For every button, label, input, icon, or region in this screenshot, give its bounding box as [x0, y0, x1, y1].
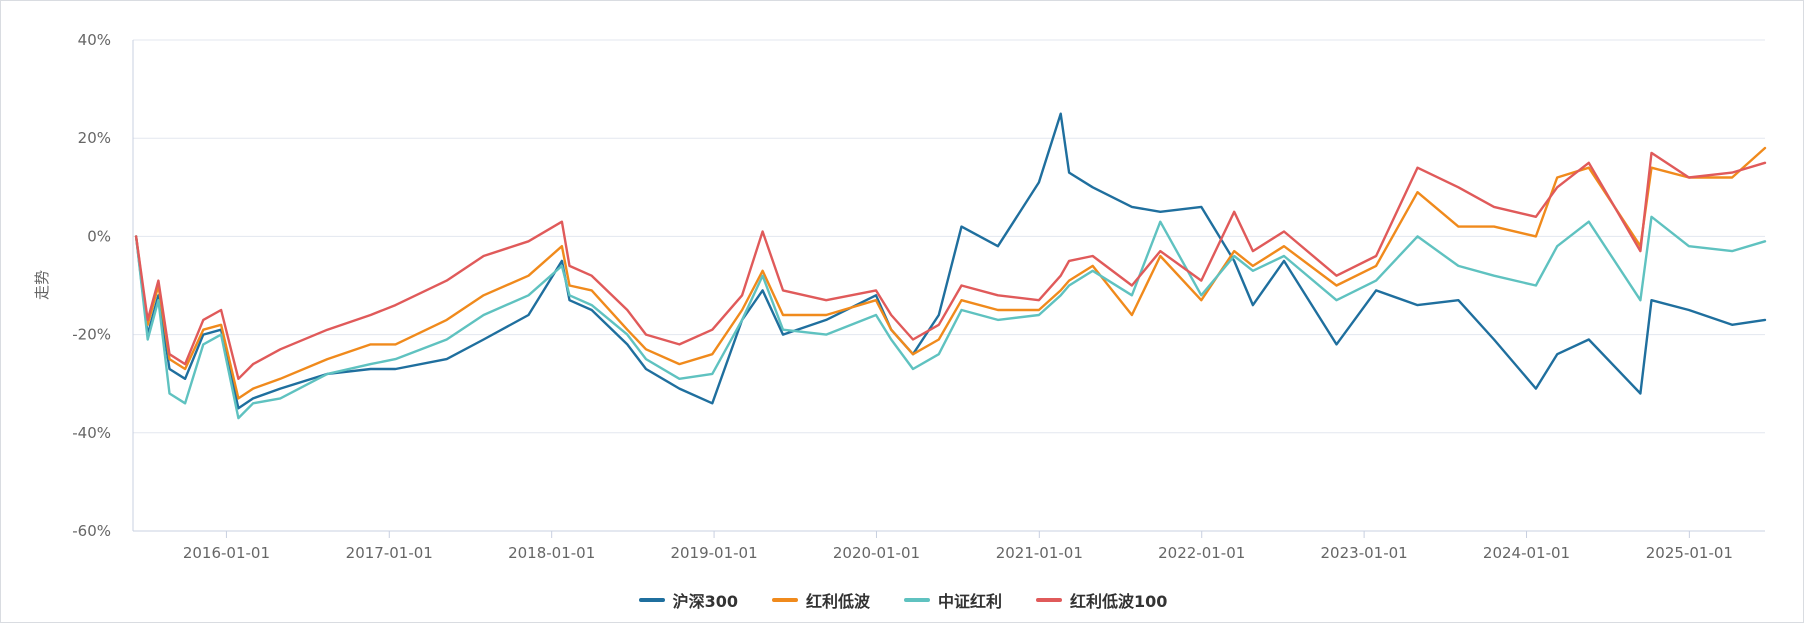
legend-item[interactable]: 红利低波100: [1036, 588, 1167, 612]
legend-swatch: [771, 598, 798, 602]
y-tick-label: 20%: [78, 129, 111, 147]
x-tick-label: 2021-01-01: [996, 544, 1083, 562]
y-tick-label: -40%: [72, 424, 111, 442]
x-tick-label: 2023-01-01: [1321, 544, 1408, 562]
y-axis-label: 走势: [33, 270, 51, 300]
legend-label: 沪深300: [672, 592, 738, 611]
legend-swatch: [1036, 598, 1063, 602]
y-tick-label: 0%: [87, 227, 111, 245]
legend-label: 红利低波: [805, 592, 870, 611]
x-tick-label: 2019-01-01: [670, 544, 757, 562]
legend-item[interactable]: 中证红利: [904, 588, 1002, 612]
legend[interactable]: 沪深300 红利低波 中证红利 红利低波100: [0, 588, 1806, 612]
x-tick-label: 2016-01-01: [183, 544, 270, 562]
legend-label: 中证红利: [938, 592, 1003, 611]
series-line-4[interactable]: [134, 151, 1767, 380]
series-line-3[interactable]: [134, 215, 1767, 420]
series-lines[interactable]: [134, 112, 1767, 420]
grid: [132, 39, 1765, 532]
legend-item[interactable]: 红利低波: [771, 588, 870, 612]
legend-item[interactable]: 沪深300: [638, 588, 738, 612]
y-tick-label: 40%: [78, 31, 111, 49]
x-tick-label: 2024-01-01: [1483, 544, 1570, 562]
x-tick-label: 2022-01-01: [1158, 544, 1245, 562]
legend-swatch: [904, 598, 930, 602]
legend-swatch: [638, 598, 665, 602]
x-tick-label: 2020-01-01: [833, 544, 920, 562]
y-tick-label: -60%: [72, 522, 111, 540]
series-line-1[interactable]: [134, 112, 1767, 410]
legend-label: 红利低波100: [1070, 592, 1168, 611]
x-tick-label: 2018-01-01: [508, 544, 595, 562]
y-tick-label: -20%: [72, 326, 111, 344]
x-axis-ticks: 2016-01-01 2017-01-01 2018-01-01 2019-01-01…: [183, 531, 1733, 562]
y-axis-ticks: 40% 20% 0% -20% -40% -60%: [72, 31, 111, 540]
x-tick-label: 2017-01-01: [346, 544, 433, 562]
series-line-2[interactable]: [134, 146, 1767, 400]
x-tick-label: 2025-01-01: [1646, 544, 1733, 562]
